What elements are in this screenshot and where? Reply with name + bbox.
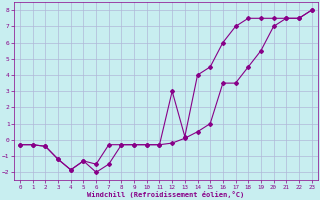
X-axis label: Windchill (Refroidissement éolien,°C): Windchill (Refroidissement éolien,°C)	[87, 191, 244, 198]
